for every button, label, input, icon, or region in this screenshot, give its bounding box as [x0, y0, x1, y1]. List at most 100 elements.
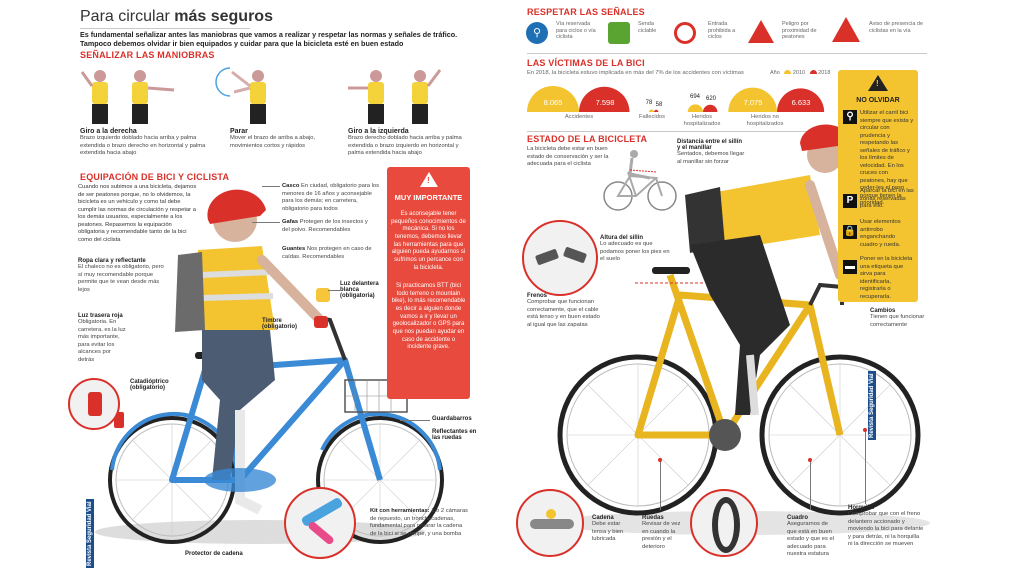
guardabarros-label: Guardabarros — [432, 416, 472, 422]
value-fallecidos-2018: 58 — [655, 102, 663, 108]
tire-callout — [690, 489, 758, 557]
sign-label: Senda ciclable — [638, 21, 657, 34]
victims-subtitle: En 2018, la bicicleta estuvo implicada e… — [527, 70, 744, 76]
sign-label: Peligro por proximidad de peatones — [782, 21, 817, 41]
stat-half-circle — [579, 86, 630, 112]
stat-label: Accidentes — [564, 114, 594, 120]
maneuver-left: Giro a la izquierda Brazo derecho doblad… — [348, 128, 468, 158]
rear-light-callout — [68, 378, 120, 430]
value-accidentes-2010: 8.065 — [543, 98, 563, 107]
state-text: La bicicleta debe estar en buen estado d… — [527, 146, 609, 168]
maneuver-right: Giro a la derecha Brazo izquierdo doblad… — [80, 128, 210, 158]
victims-legend: Año 2010 2018 — [770, 70, 831, 76]
timbre-label: Timbre (obligatorio) — [262, 318, 297, 330]
frenos-label: Frenos Comprobar que funcionan correctam… — [527, 293, 600, 328]
warning-icon — [868, 75, 888, 91]
value-nohosp-2018: 6.633 — [791, 98, 811, 107]
no-bikes-icon — [674, 22, 696, 44]
no-olvidar-item: Aparcar la bici en las zonas reservadas … — [860, 188, 914, 210]
helmet — [207, 189, 266, 224]
rider-torso — [695, 175, 820, 255]
left-title: Para circular más seguros — [80, 8, 273, 25]
luz-trasera-label: Luz trasera roja Obligatoria. En carrete… — [78, 313, 126, 363]
maneuver-title: Parar — [230, 128, 248, 135]
value-hosp-2018: 620 — [705, 96, 716, 102]
no-olvidar-box: ! NO OLVIDAR ⚲ Utilizar el carril bici s… — [838, 70, 918, 302]
tool-kit-callout — [284, 487, 356, 559]
sign-label: Aviso de presencia de ciclistas en la ví… — [869, 21, 924, 34]
stat-label: Fallecidos — [638, 114, 666, 120]
cadena-label: Cadena Debe estar tensa y bien lubricada — [592, 515, 624, 543]
ropa-label: Ropa clara y reflectante El chaleco no e… — [78, 258, 164, 293]
reflectantes-label: Reflectantes en las ruedas — [432, 429, 477, 441]
maneuver-stop: Parar Mover el brazo de arriba a abajo, … — [230, 128, 335, 150]
road-bike-illustration — [550, 124, 930, 535]
important-p1: Es aconsejable tener pequeños conocimien… — [391, 211, 466, 271]
victims-title: LAS VÍCTIMAS DE LA BICI — [527, 58, 645, 68]
no-olvidar-title: NO OLVIDAR — [856, 97, 900, 104]
sign-label: Entrada prohibida a ciclos — [708, 21, 736, 41]
state-title: ESTADO DE LA BICICLETA — [527, 134, 648, 144]
signs-title: RESPETAR LAS SEÑALES — [527, 7, 645, 17]
cyclist-warning-icon — [832, 17, 860, 42]
ruedas-label: Ruedas Revisar de vez en cuando la presi… — [642, 515, 681, 550]
cyclist-legs — [202, 330, 275, 480]
bike-lane-icon: ⚲ — [526, 22, 548, 44]
stat-half-circle — [728, 87, 777, 112]
padlock-icon: 🔒 — [843, 225, 857, 239]
maneuver-text: Brazo izquierdo doblado hacia arriba y p… — [80, 135, 206, 157]
warning-icon — [420, 172, 438, 187]
equip-title: EQUIPACIÓN DE BICI Y CICLISTA — [80, 172, 230, 182]
brand-logo-left: Revista Seguridad Vial — [86, 499, 94, 568]
cyclist-left-turn-figures — [348, 69, 442, 124]
equip-text: Cuando nos subimos a una bicicleta, deja… — [78, 184, 197, 243]
signal-title: SEÑALIZAR LAS MANIOBRAS — [80, 50, 215, 60]
stat-half-circle — [648, 109, 654, 112]
front-light — [316, 288, 330, 302]
no-olvidar-item: Poner en la bicicleta una etiqueta que s… — [860, 256, 913, 300]
value-hosp-2010: 694 — [689, 94, 700, 100]
catadioptrico-label: Catadióptrico (obligatorio) — [130, 379, 169, 391]
sign-label: Vía reservada para ciclos o vía ciclista — [556, 21, 596, 41]
cambios-label: Cambios Tienen que funcionar correctamen… — [870, 308, 925, 328]
stat-half-circle — [527, 86, 579, 112]
brand-logo-right: Revista Seguridad Vial — [868, 371, 876, 440]
value-fallecidos-2010: 78 — [645, 100, 653, 106]
stat-half-circle — [703, 104, 718, 112]
important-p2: Si practicamos BTT (bici todo terreno o … — [391, 283, 466, 351]
horquilla-label: Horquilla Comprobar que con el freno del… — [848, 505, 924, 548]
no-olvidar-item: Usar elementos antirrobo enganchando cua… — [860, 219, 901, 248]
seat-height-label: Altura del sillín Lo adecuado es que pod… — [600, 235, 670, 263]
important-title: MUY IMPORTANTE — [394, 193, 463, 202]
luz-delantera-label: Luz delantera blanca (obligatoria) — [340, 281, 379, 299]
victims-chart — [527, 86, 825, 112]
reflective-vest — [198, 246, 275, 330]
brake-pads-callout — [522, 220, 598, 296]
cycle-path-icon — [608, 22, 630, 44]
front-wheel — [316, 416, 444, 544]
value-accidentes-2018: 7.598 — [595, 98, 615, 107]
distance-label: Distancia entre el sillín y el manillar … — [677, 139, 745, 165]
no-olvidar-item: Utilizar el carril bici siempre que exis… — [860, 110, 914, 207]
stat-half-circle — [687, 104, 703, 112]
stat-half-circle — [654, 109, 659, 112]
fit-diagram — [603, 150, 677, 211]
bike-lane-sign-icon: ⚲ — [843, 110, 857, 124]
maneuver-title: Giro a la izquierda — [348, 128, 409, 135]
kit-label: Kit con herramientas: 1 o 2 cámaras de r… — [370, 508, 468, 537]
stat-half-circle — [777, 88, 825, 112]
chain-guard — [204, 468, 276, 492]
helmet — [800, 124, 850, 151]
backpack — [685, 187, 725, 253]
stat-label: Heridos hospitalizados — [683, 114, 721, 127]
value-nohosp-2010: 7.075 — [743, 98, 763, 107]
pedestrian-warning-icon — [748, 20, 774, 43]
important-box: ! MUY IMPORTANTE Es aconsejable tener pe… — [387, 167, 470, 399]
chain-callout — [516, 489, 584, 557]
tag-icon: ▬ — [843, 260, 857, 274]
maneuver-text: Mover el brazo de arriba a abajo, movimi… — [230, 135, 316, 149]
parking-icon: P — [843, 194, 857, 208]
protector-label: Protector de cadena — [185, 551, 243, 557]
maneuver-title: Giro a la derecha — [80, 128, 137, 135]
left-intro: Es fundamental señalizar antes las manio… — [80, 30, 458, 48]
